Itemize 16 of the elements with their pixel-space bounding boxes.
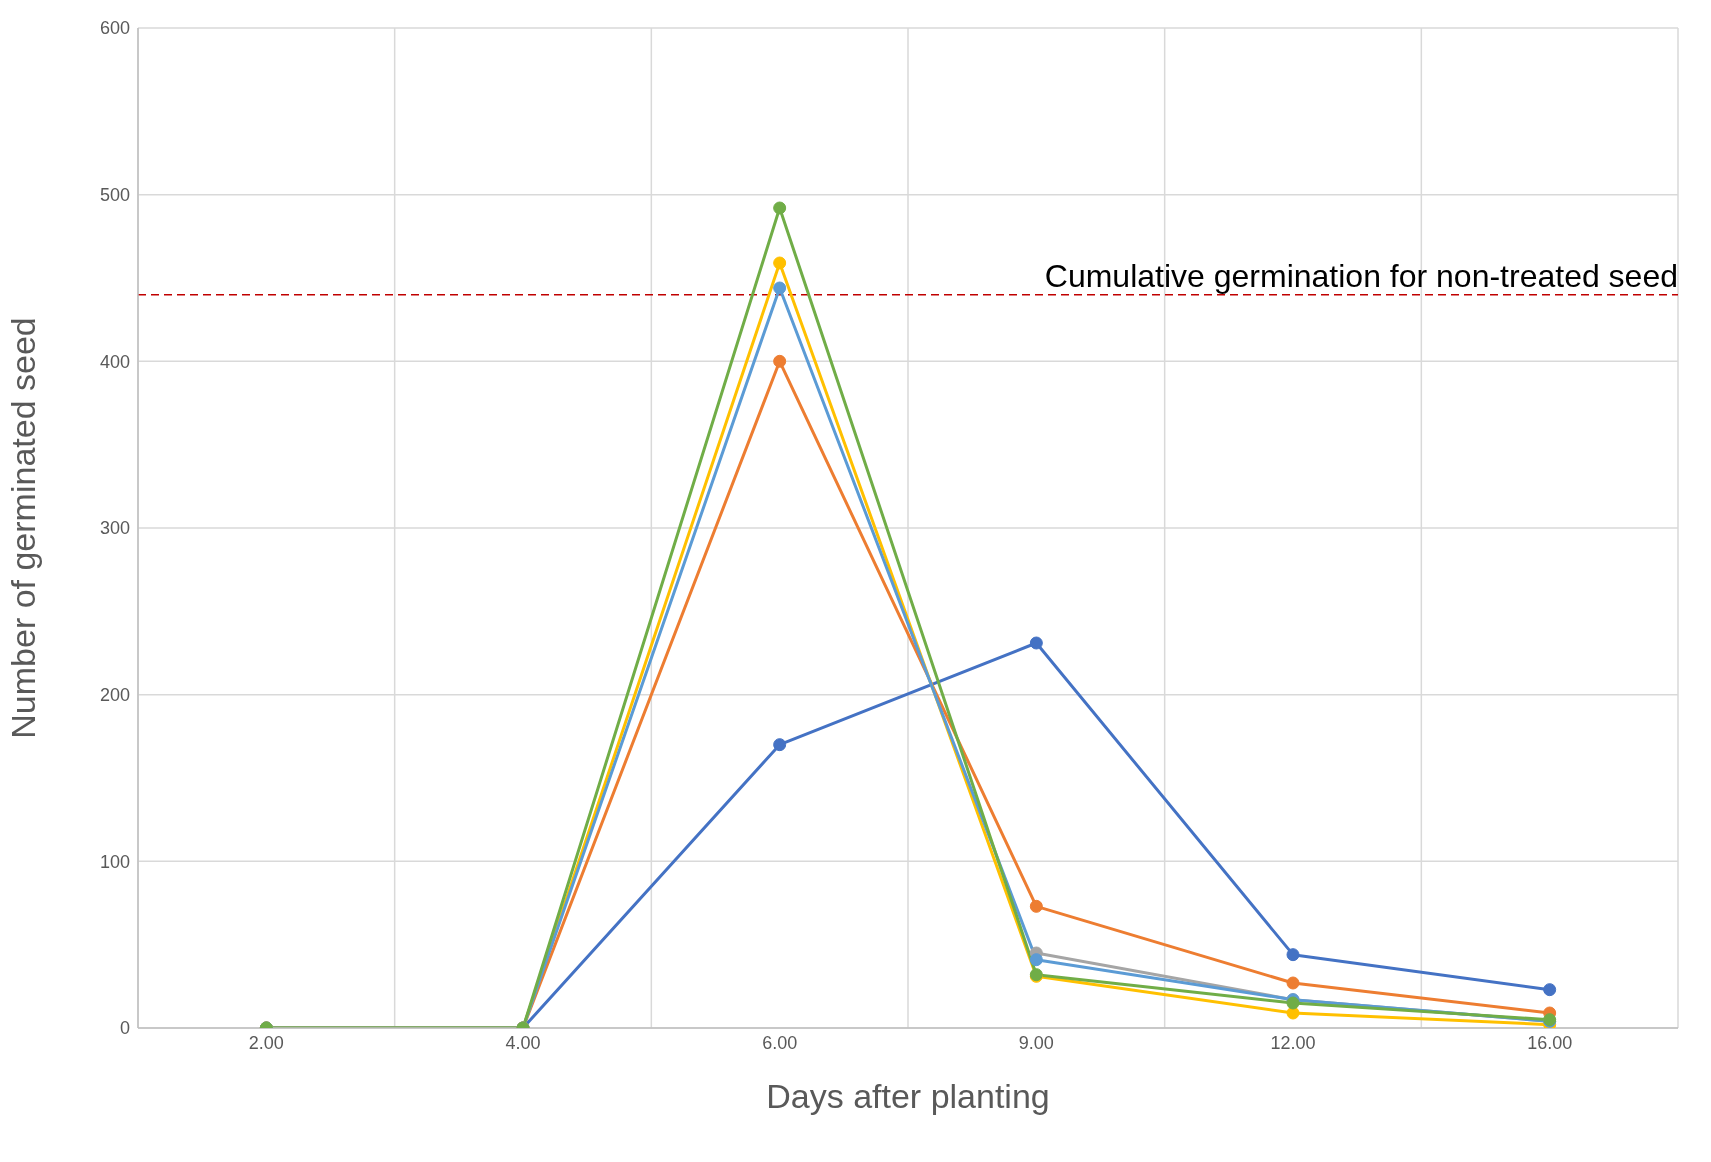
y-tick-label: 0 bbox=[119, 1018, 130, 1039]
x-tick-label: 12.00 bbox=[1270, 1032, 1316, 1053]
x-tick-label: 16.00 bbox=[1527, 1032, 1573, 1053]
y-axis-title: Number of germinated seed bbox=[4, 317, 43, 739]
y-tick-label: 300 bbox=[99, 518, 130, 539]
ref-line-label: Cumulative germination for non-treated seed bbox=[1044, 257, 1678, 294]
y-tick-label: 600 bbox=[99, 18, 130, 39]
y-tick-label: 200 bbox=[99, 685, 130, 706]
x-tick-label: 6.00 bbox=[762, 1032, 798, 1053]
x-axis-title: Days after planting bbox=[766, 1077, 1050, 1115]
x-tick-label: 4.00 bbox=[505, 1032, 541, 1053]
x-tick-label: 2.00 bbox=[248, 1032, 284, 1053]
y-tick-label: 100 bbox=[99, 851, 130, 872]
x-tick-label: 9.00 bbox=[1018, 1032, 1054, 1053]
y-tick-label: 500 bbox=[99, 185, 130, 206]
y-tick-label: 400 bbox=[99, 351, 130, 372]
